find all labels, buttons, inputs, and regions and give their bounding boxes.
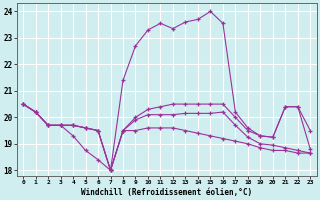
X-axis label: Windchill (Refroidissement éolien,°C): Windchill (Refroidissement éolien,°C)	[81, 188, 252, 197]
